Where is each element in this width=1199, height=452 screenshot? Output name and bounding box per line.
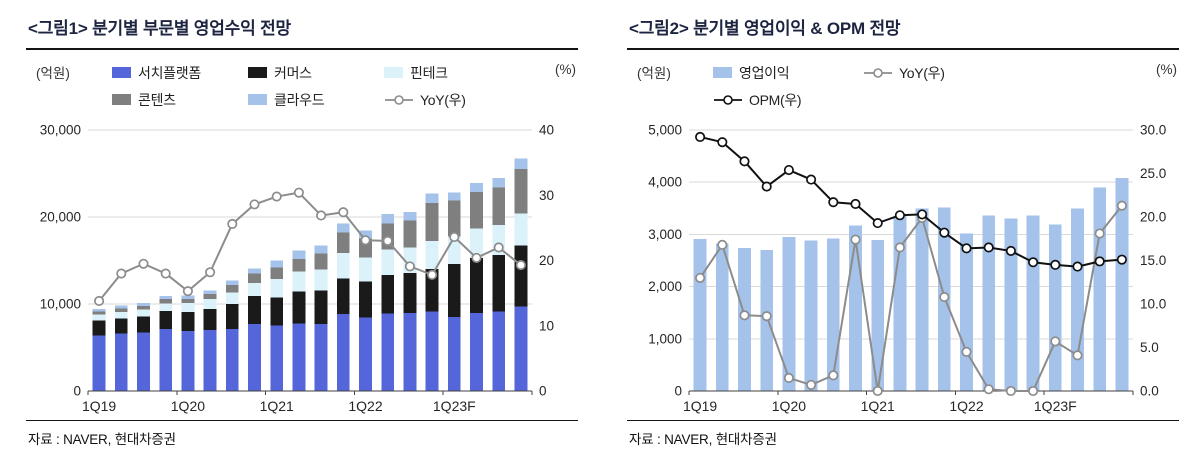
legend-label-cloud: 클라우드 xyxy=(274,91,325,108)
figure1-chart: 0 10,000 20,000 30,000 0 10 20 30 40 1Q19 1Q20 1Q21… xyxy=(40,123,554,415)
legend-label-search-platform: 서치플랫폼 xyxy=(138,64,201,81)
figure1-panel: <그림1> 분기별 부문별 영업수익 전망 (억원) (%) 서치플랫폼 커머스 핀… xyxy=(26,8,578,452)
svg-text:15.0: 15.0 xyxy=(1140,253,1166,268)
legend-item-search-platform: 서치플랫폼 xyxy=(112,59,248,86)
svg-text:1Q19: 1Q19 xyxy=(82,398,116,414)
legend-swatch-operating-profit xyxy=(713,67,732,78)
legend-label-fintech: 핀테크 xyxy=(410,64,448,81)
svg-text:40: 40 xyxy=(539,123,554,138)
legend-line-marker-yoy xyxy=(385,94,413,105)
legend-item-contents: 콘텐츠 xyxy=(112,86,248,113)
svg-text:1Q19: 1Q19 xyxy=(683,398,717,414)
svg-text:1Q21: 1Q21 xyxy=(260,398,294,414)
svg-text:10,000: 10,000 xyxy=(40,297,81,312)
legend-item-commerce: 커머스 xyxy=(248,59,384,86)
legend-label-yoy: YoY(우) xyxy=(420,91,466,108)
figure2-panel: <그림2> 분기별 영업이익 & OPM 전망 (억원) (%) 영업이익 YoY… xyxy=(627,8,1179,452)
svg-text:1Q22: 1Q22 xyxy=(949,398,983,414)
svg-text:30.0: 30.0 xyxy=(1140,123,1166,138)
legend-swatch-contents xyxy=(112,94,131,105)
figure2-chart: 0 1,000 2,000 3,000 4,000 5,000 0.0 5.0 10.0 15.0… xyxy=(648,123,1166,415)
svg-text:1Q22: 1Q22 xyxy=(348,398,382,414)
svg-text:0: 0 xyxy=(674,384,682,399)
svg-text:3,000: 3,000 xyxy=(648,227,682,242)
svg-text:1Q23F: 1Q23F xyxy=(1034,398,1077,414)
figure2-left-axis-unit: (억원) xyxy=(637,66,671,81)
figure1-source: 자료 : NAVER, 현대차증권 xyxy=(26,420,578,448)
legend-label-yoy: YoY(우) xyxy=(899,64,945,81)
svg-text:20: 20 xyxy=(539,253,554,268)
legend-label-commerce: 커머스 xyxy=(274,64,312,81)
legend-item-fintech: 핀테크 xyxy=(384,59,520,86)
figure2-source: 자료 : NAVER, 현대차증권 xyxy=(627,420,1179,448)
svg-text:1,000: 1,000 xyxy=(648,331,682,346)
legend-swatch-search-platform xyxy=(112,67,131,78)
svg-text:25.0: 25.0 xyxy=(1140,166,1166,181)
legend-label-opm: OPM(우) xyxy=(749,91,802,108)
legend-swatch-fintech xyxy=(384,67,403,78)
svg-text:0.0: 0.0 xyxy=(1140,384,1159,399)
legend-swatch-cloud xyxy=(248,94,267,105)
svg-text:0: 0 xyxy=(73,384,81,399)
svg-text:5,000: 5,000 xyxy=(648,123,682,138)
figure2-title: <그림2> 분기별 영업이익 & OPM 전망 xyxy=(627,8,1179,50)
legend-item-yoy: YoY(우) xyxy=(384,86,520,113)
svg-text:1Q20: 1Q20 xyxy=(171,398,205,414)
legend-line-marker-opm xyxy=(714,94,742,105)
svg-text:0: 0 xyxy=(539,384,547,399)
svg-text:10: 10 xyxy=(539,318,554,333)
legend-item-opm: OPM(우) xyxy=(713,86,863,113)
svg-text:30,000: 30,000 xyxy=(40,123,81,138)
figure2-legend: 영업이익 YoY(우) OPM(우) xyxy=(713,59,1033,113)
legend-swatch-commerce xyxy=(248,67,267,78)
svg-text:20,000: 20,000 xyxy=(40,210,81,225)
legend-item-yoy: YoY(우) xyxy=(863,59,1013,86)
svg-text:10.0: 10.0 xyxy=(1140,297,1166,312)
svg-text:30: 30 xyxy=(539,188,554,203)
figure1-left-axis-unit: (억원) xyxy=(36,66,70,81)
figure1-title: <그림1> 분기별 부문별 영업수익 전망 xyxy=(26,8,578,50)
svg-text:20.0: 20.0 xyxy=(1140,210,1166,225)
svg-text:4,000: 4,000 xyxy=(648,175,682,190)
legend-item-cloud: 클라우드 xyxy=(248,86,384,113)
svg-text:1Q23F: 1Q23F xyxy=(433,398,476,414)
svg-text:1Q20: 1Q20 xyxy=(772,398,806,414)
legend-item-operating-profit: 영업이익 xyxy=(713,59,863,86)
svg-text:5.0: 5.0 xyxy=(1140,340,1159,355)
legend-line-marker-yoy xyxy=(864,67,892,78)
legend-label-contents: 콘텐츠 xyxy=(138,91,176,108)
figure2-right-axis-unit: (%) xyxy=(1156,62,1177,77)
svg-text:2,000: 2,000 xyxy=(648,279,682,294)
svg-text:1Q21: 1Q21 xyxy=(861,398,895,414)
legend-label-operating-profit: 영업이익 xyxy=(739,64,790,81)
figure2-legend-area: (억원) (%) 영업이익 YoY(우) OPM(우) xyxy=(627,59,1179,121)
figure1-right-axis-unit: (%) xyxy=(555,62,576,77)
